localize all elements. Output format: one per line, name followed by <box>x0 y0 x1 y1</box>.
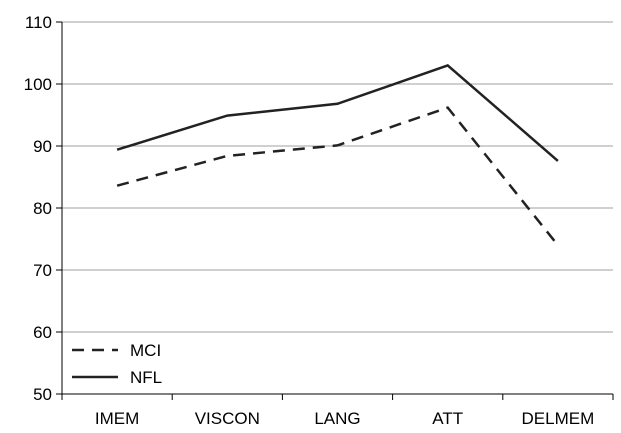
y-tick-label: 70 <box>33 261 52 280</box>
series-line-mci <box>116 106 559 246</box>
y-tick-label: 50 <box>33 385 52 404</box>
gridlines <box>62 21 613 333</box>
y-tick-label: 60 <box>33 323 52 342</box>
tick-labels: 50 60 70 80 90 100 110 IMEM VISCON LANG ATT DELMEM <box>24 13 595 428</box>
data-point-nfl-viscon <box>227 115 228 116</box>
x-tick-label-viscon: VISCON <box>195 409 260 428</box>
y-tick-label: 100 <box>24 75 52 94</box>
data-point-nfl-delmem <box>557 160 558 161</box>
y-tick-label: 80 <box>33 199 52 218</box>
data-point-nfl-att <box>447 65 448 66</box>
axes <box>56 21 614 400</box>
series-line-nfl <box>116 63 559 162</box>
legend-label-nfl: NFL <box>130 368 162 387</box>
data-point-mci-imem <box>117 185 118 186</box>
data-point-mci-lang <box>337 145 338 146</box>
data-point-mci-att <box>447 107 448 108</box>
data-point-nfl-lang <box>337 103 338 104</box>
x-tick-label-att: ATT <box>432 409 463 428</box>
x-tick-label-lang: LANG <box>314 409 360 428</box>
legend-label-mci: MCI <box>130 341 161 360</box>
y-tick-label: 90 <box>33 137 52 156</box>
data-point-nfl-imem <box>117 149 118 150</box>
x-tick-label-imem: IMEM <box>95 409 139 428</box>
y-tick-label: 110 <box>25 13 52 32</box>
data-point-mci-delmem <box>557 245 558 246</box>
data-point-mci-viscon <box>227 155 228 156</box>
legend: MCI NFL <box>72 341 162 387</box>
series-lines <box>116 63 559 246</box>
x-tick-label-delmem: DELMEM <box>522 409 595 428</box>
